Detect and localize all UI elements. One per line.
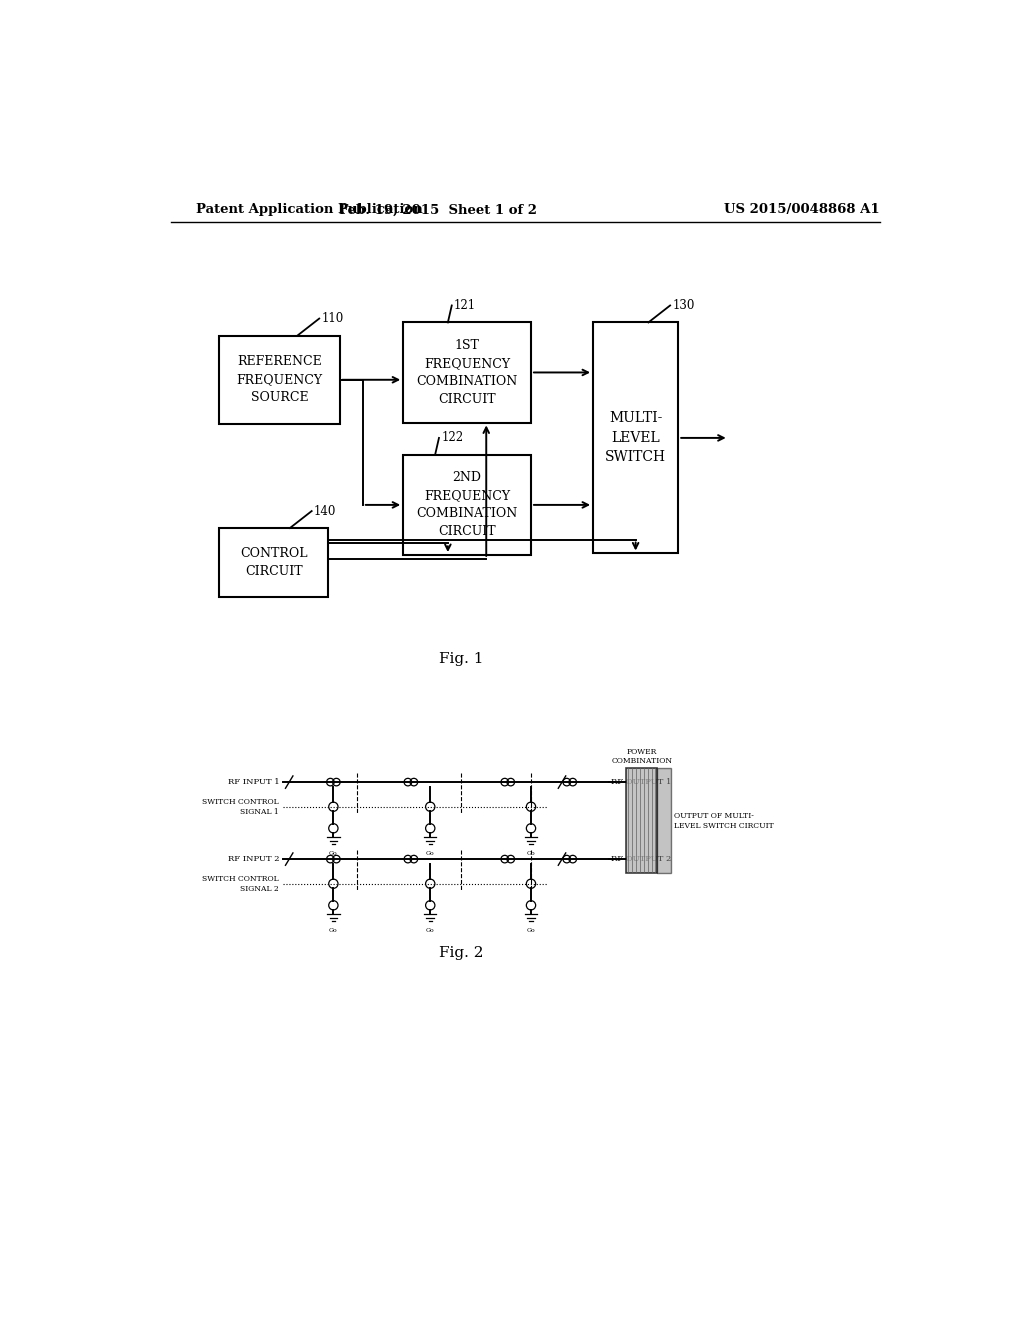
Text: 140: 140	[314, 504, 336, 517]
Text: Fig. 2: Fig. 2	[439, 946, 483, 960]
Bar	[657, 768, 672, 873]
Text: Patent Application Publication: Patent Application Publication	[197, 203, 423, 216]
Text: 121: 121	[454, 298, 476, 312]
Text: MULTI-
LEVEL
SWITCH: MULTI- LEVEL SWITCH	[605, 412, 667, 465]
Text: Go: Go	[526, 928, 536, 933]
Text: Go: Go	[526, 851, 536, 857]
Text: Fig. 1: Fig. 1	[439, 652, 483, 665]
Text: RF INPUT 2: RF INPUT 2	[227, 855, 280, 863]
Text: REFERENCE
FREQUENCY
SOURCE: REFERENCE FREQUENCY SOURCE	[237, 355, 323, 404]
Text: Go: Go	[329, 928, 338, 933]
Text: 122: 122	[441, 432, 464, 445]
Text: US 2015/0048868 A1: US 2015/0048868 A1	[724, 203, 880, 216]
Text: RF OUTPUT 2: RF OUTPUT 2	[611, 855, 671, 863]
Text: SWITCH CONTROL
SIGNAL 2: SWITCH CONTROL SIGNAL 2	[203, 875, 280, 892]
Text: Feb. 19, 2015  Sheet 1 of 2: Feb. 19, 2015 Sheet 1 of 2	[339, 203, 537, 216]
Text: 110: 110	[322, 312, 344, 325]
Text: 2ND
FREQUENCY
COMBINATION
CIRCUIT: 2ND FREQUENCY COMBINATION CIRCUIT	[417, 471, 518, 539]
Text: POWER
COMBINATION: POWER COMBINATION	[611, 748, 673, 766]
Bar	[219, 528, 328, 598]
Bar	[593, 322, 678, 553]
Bar	[403, 455, 531, 554]
Text: RF OUTPUT 1: RF OUTPUT 1	[611, 777, 671, 787]
Text: Go: Go	[426, 851, 434, 857]
Text: RF INPUT 1: RF INPUT 1	[227, 777, 280, 787]
Text: Go: Go	[329, 851, 338, 857]
Bar	[403, 322, 531, 422]
Text: CONTROL
CIRCUIT: CONTROL CIRCUIT	[240, 548, 307, 578]
Text: SWITCH CONTROL
SIGNAL 1: SWITCH CONTROL SIGNAL 1	[203, 797, 280, 816]
Bar	[219, 335, 340, 424]
Text: 130: 130	[673, 298, 695, 312]
Text: 1ST
FREQUENCY
COMBINATION
CIRCUIT: 1ST FREQUENCY COMBINATION CIRCUIT	[417, 339, 518, 407]
Text: OUTPUT OF MULTI-
LEVEL SWITCH CIRCUIT: OUTPUT OF MULTI- LEVEL SWITCH CIRCUIT	[675, 812, 774, 829]
Text: Go: Go	[426, 928, 434, 933]
Bar	[627, 768, 657, 873]
